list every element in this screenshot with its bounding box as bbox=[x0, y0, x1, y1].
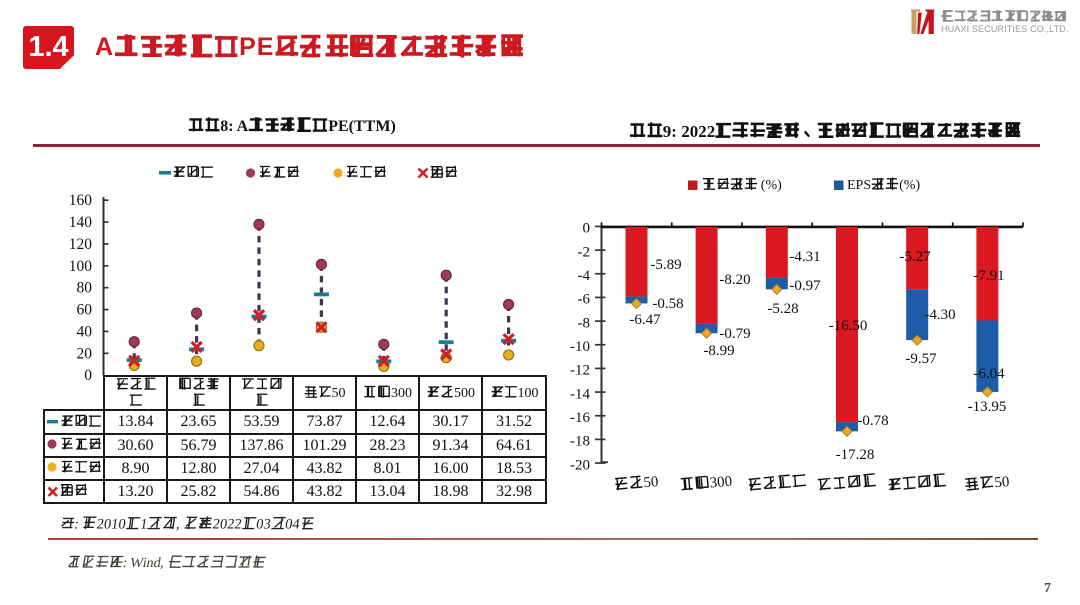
svg-text:-8.99: -8.99 bbox=[703, 343, 734, 359]
svg-text:-8: -8 bbox=[578, 315, 591, 331]
svg-text:-16.50: -16.50 bbox=[829, 318, 868, 334]
svg-text:-7.91: -7.91 bbox=[973, 268, 1004, 284]
svg-text:-18: -18 bbox=[570, 434, 590, 450]
svg-text:100: 100 bbox=[69, 258, 93, 275]
svg-text:-5.27: -5.27 bbox=[899, 249, 931, 265]
svg-text:-10: -10 bbox=[570, 339, 590, 355]
svg-text:0: 0 bbox=[583, 221, 591, 237]
svg-text:-0.79: -0.79 bbox=[719, 326, 750, 342]
svg-text:-4.31: -4.31 bbox=[789, 249, 820, 265]
svg-text:-5.89: -5.89 bbox=[650, 257, 681, 273]
svg-text:120: 120 bbox=[69, 236, 93, 253]
svg-text:-2: -2 bbox=[578, 244, 591, 260]
svg-text:80: 80 bbox=[77, 280, 93, 297]
svg-text:-4.30: -4.30 bbox=[924, 307, 955, 323]
svg-text:-8.20: -8.20 bbox=[719, 272, 750, 288]
svg-text:-14: -14 bbox=[570, 386, 590, 402]
svg-text:-20: -20 bbox=[570, 457, 590, 473]
svg-text:-0.58: -0.58 bbox=[652, 296, 683, 312]
svg-text:-17.28: -17.28 bbox=[836, 447, 875, 463]
svg-text:20: 20 bbox=[77, 345, 93, 362]
svg-text:-0.97: -0.97 bbox=[789, 278, 821, 294]
svg-text:-6.04: -6.04 bbox=[973, 366, 1005, 382]
svg-text:-12: -12 bbox=[570, 363, 590, 379]
svg-text:-4: -4 bbox=[578, 268, 591, 284]
svg-text:-9.57: -9.57 bbox=[905, 351, 937, 367]
svg-text:0: 0 bbox=[84, 367, 92, 384]
svg-text:-6: -6 bbox=[578, 292, 591, 308]
svg-text:-5.28: -5.28 bbox=[767, 301, 798, 317]
svg-text:40: 40 bbox=[77, 323, 93, 340]
svg-text:140: 140 bbox=[69, 214, 93, 231]
svg-text:160: 160 bbox=[69, 192, 93, 209]
svg-text:-6.47: -6.47 bbox=[629, 312, 661, 328]
svg-text:-16: -16 bbox=[570, 410, 590, 426]
svg-text:60: 60 bbox=[77, 302, 93, 319]
svg-text:-13.95: -13.95 bbox=[968, 399, 1007, 415]
svg-text:-0.78: -0.78 bbox=[857, 413, 888, 429]
